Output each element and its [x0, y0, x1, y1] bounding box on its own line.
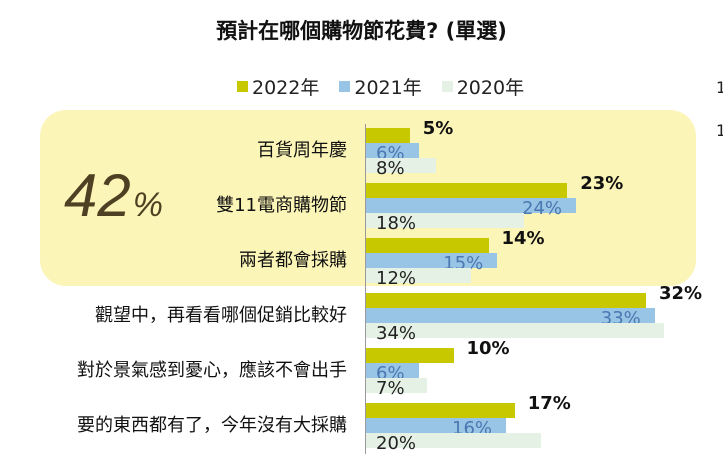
data-label-2020: 20% — [376, 433, 417, 454]
data-label-2020: 8% — [376, 158, 405, 179]
data-label-2022: 5% — [422, 118, 454, 139]
edge-note: 1 — [716, 121, 723, 140]
legend-swatch-2020 — [441, 80, 453, 92]
bar-2021 — [366, 308, 655, 323]
data-label-2020: 34% — [376, 323, 417, 344]
legend-swatch-2021 — [339, 80, 351, 92]
category-label: 對於景氣感到憂心，應該不會出手 — [77, 360, 347, 381]
bar-2022 — [366, 403, 515, 418]
category-label: 兩者都會採購 — [239, 250, 347, 271]
group-total-value: 42 — [64, 162, 131, 229]
bar-2020 — [366, 433, 541, 448]
bar-2020 — [366, 378, 428, 393]
legend: 2022年 2021年 2020年 — [237, 73, 544, 100]
bar-2021 — [366, 143, 419, 158]
category-label: 百貨周年慶 — [257, 140, 347, 161]
data-label-2022: 10% — [466, 338, 510, 359]
legend-swatch-2022 — [237, 80, 248, 92]
data-label-2022: 14% — [501, 228, 545, 249]
legend-label-2020: 2020年 — [456, 76, 525, 99]
bar-2021 — [366, 418, 506, 433]
category-label: 觀望中，再看看哪個促銷比較好 — [95, 305, 347, 326]
bar-2021 — [366, 253, 498, 268]
data-label-2022: 17% — [527, 393, 571, 414]
data-label-2020: 18% — [376, 213, 417, 234]
legend-label-2021: 2021年 — [354, 76, 422, 99]
legend-item-2021: 2021年 — [339, 73, 422, 100]
data-label-2020: 7% — [376, 378, 405, 399]
bar-2022 — [366, 238, 489, 253]
bar-2020 — [366, 323, 664, 338]
category-label: 要的東西都有了，今年沒有大採購 — [77, 415, 347, 436]
group-total-suffix: % — [132, 186, 163, 224]
legend-label-2022: 2022年 — [252, 76, 320, 99]
bar-2020 — [366, 213, 524, 228]
data-label-2021: 24% — [522, 198, 563, 219]
legend-item-2020: 2020年 — [441, 73, 525, 100]
chart-title: 預計在哪個購物節花費? (單選) — [216, 19, 507, 43]
category-label: 雙11電商購物節 — [216, 195, 347, 216]
edge-note: 1 — [716, 78, 723, 97]
bar-2022 — [366, 128, 410, 143]
category-axis-line — [365, 124, 366, 454]
bar-2021 — [366, 363, 419, 378]
bar-2020 — [366, 158, 436, 173]
bar-2022 — [366, 293, 646, 308]
group-total-percent: 42% — [64, 166, 163, 226]
bar-2020 — [366, 268, 471, 283]
bar-2022 — [366, 183, 568, 198]
bar-2021 — [366, 198, 576, 213]
legend-item-2022: 2022年 — [237, 73, 319, 100]
data-label-2020: 12% — [376, 268, 417, 289]
data-label-2022: 32% — [659, 283, 703, 304]
data-label-2022: 23% — [580, 173, 624, 194]
bar-2022 — [366, 348, 454, 363]
